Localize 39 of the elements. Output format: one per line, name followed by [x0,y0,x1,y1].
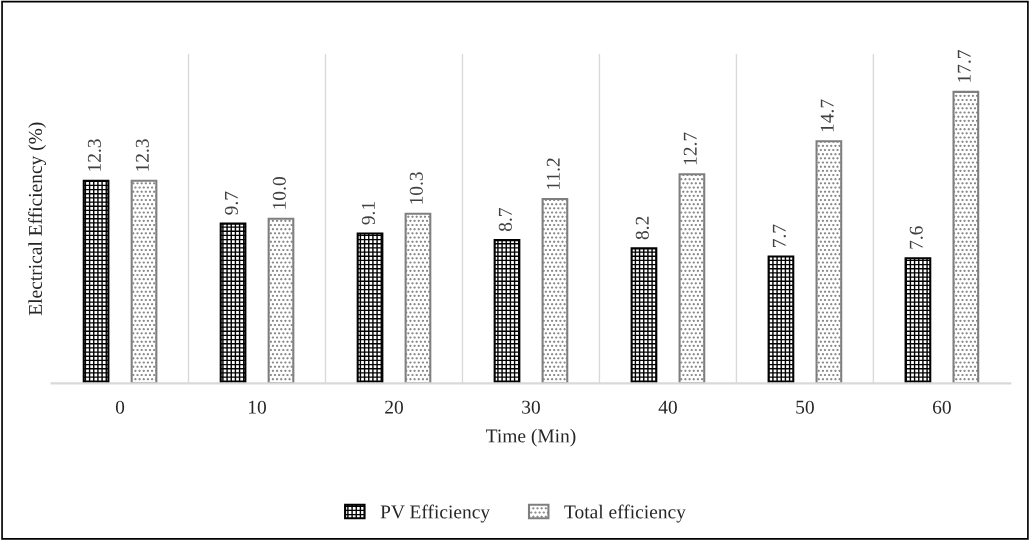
data-label: 12.3 [87,139,102,171]
legend-label: Total efficiency [564,504,686,523]
data-label: 12.3 [135,139,149,171]
bar [130,179,158,384]
x-tick-label: 0 [115,400,125,414]
bar [219,222,247,384]
data-label: 10.0 [272,177,286,209]
bar [541,197,569,384]
bar [493,239,521,384]
data-label: 17.7 [957,50,971,82]
bar [904,257,932,384]
data-label: 9.1 [361,202,375,225]
data-label: 8.2 [635,216,649,240]
bar [267,217,295,384]
y-axis-title: Electrical Efficiency (%) [28,122,46,316]
data-label: 12.7 [683,132,697,165]
x-axis-title: Time (Min) [486,428,576,447]
x-tick-label: 50 [796,400,814,414]
data-label: 7.7 [772,224,786,247]
bar [404,212,432,384]
data-label: 10.3 [409,172,423,204]
bar [767,255,795,384]
bar [678,173,706,384]
data-label: 7.6 [909,226,923,249]
data-label: 8.7 [498,208,512,232]
legend-label: PV Efficiency [380,504,491,523]
x-tick-label: 30 [522,400,540,414]
x-tick-label: 60 [933,400,951,414]
data-label: 11.2 [546,158,560,189]
bar [815,140,843,384]
data-label: 9.7 [224,191,238,215]
x-tick-label: 40 [658,400,677,414]
bar [356,232,384,384]
bar [630,247,658,384]
x-tick-label: 10 [249,400,266,414]
bar [952,90,980,384]
bar [82,179,110,384]
data-label: 14.7 [820,99,834,132]
x-tick-label: 20 [385,400,403,414]
